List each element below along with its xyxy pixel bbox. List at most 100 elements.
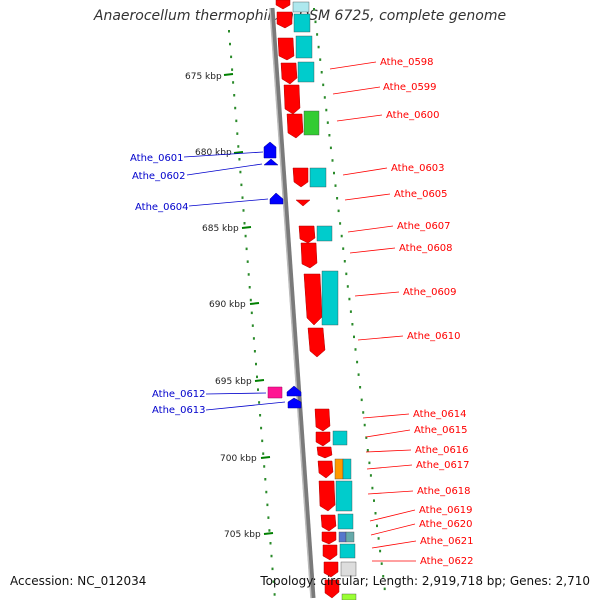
gene-arrow[interactable]	[307, 327, 326, 358]
gene-label[interactable]: Athe_0612	[152, 389, 206, 400]
gene-label[interactable]: Athe_0602	[132, 171, 186, 182]
gene-label[interactable]: Athe_0609	[403, 287, 457, 298]
gene-label[interactable]: Athe_0607	[397, 221, 451, 232]
gc-dot	[320, 71, 323, 74]
gc-dot	[337, 209, 340, 213]
cds-block[interactable]	[303, 110, 320, 136]
cds-block[interactable]	[334, 458, 344, 480]
gc-dot	[349, 310, 352, 313]
ruler-dot	[265, 490, 268, 494]
ruler-dot	[248, 286, 251, 289]
leader-line	[365, 449, 412, 453]
ruler-dot	[269, 542, 272, 545]
gene-label[interactable]: Athe_0605	[394, 189, 448, 200]
ruler-dot	[271, 567, 274, 571]
gene-label[interactable]: Athe_0616	[415, 445, 469, 456]
gene-label[interactable]: Athe_0619	[419, 505, 473, 516]
gene-arrow[interactable]	[322, 544, 338, 561]
gene-label[interactable]: Athe_0601	[130, 153, 184, 164]
ruler-dot	[237, 145, 240, 148]
cds-block[interactable]	[316, 225, 333, 242]
gene-label[interactable]: Athe_0617	[416, 460, 470, 471]
ruler-tick-label: 700 kbp	[220, 454, 257, 464]
cds-block[interactable]	[292, 1, 310, 13]
gene-label[interactable]: Athe_0610	[407, 331, 461, 342]
gene-label[interactable]: Athe_0622	[420, 556, 474, 567]
gene-arrow[interactable]	[287, 397, 302, 409]
cds-block[interactable]	[295, 35, 313, 59]
forward-labels: Athe_0598 Athe_0599 Athe_0600 Athe_0603 …	[380, 57, 474, 567]
gc-dot	[343, 260, 346, 263]
ruler-dot	[272, 580, 275, 583]
gene-arrow[interactable]	[320, 514, 337, 532]
gene-arrow[interactable]	[315, 431, 331, 447]
gene-arrow[interactable]	[318, 480, 336, 512]
genome-summary: Topology: circular; Length: 2,919,718 bp…	[260, 574, 590, 588]
ruler-dot	[259, 414, 262, 417]
gene-arrow[interactable]	[277, 37, 295, 61]
cds-block[interactable]	[321, 270, 339, 326]
gene-label[interactable]: Athe_0618	[417, 486, 471, 497]
ruler-tick-label: 695 kbp	[215, 377, 252, 387]
gene-arrow[interactable]	[317, 460, 334, 479]
gene-label[interactable]: Athe_0614	[413, 409, 467, 420]
cds-block[interactable]	[309, 167, 327, 188]
gene-arrow[interactable]	[303, 273, 323, 326]
gc-dot	[362, 411, 365, 414]
gene-arrow-0612[interactable]	[267, 386, 283, 399]
gc-dot	[373, 499, 375, 502]
gene-arrow[interactable]	[324, 579, 340, 599]
cds-block[interactable]	[332, 430, 348, 446]
cds-block[interactable]	[293, 13, 311, 33]
cds-block[interactable]	[342, 458, 352, 480]
cds-block[interactable]	[297, 61, 315, 83]
cds-block[interactable]	[335, 480, 353, 512]
gene-label[interactable]: Athe_0613	[152, 405, 206, 416]
gene-arrow[interactable]	[276, 11, 293, 29]
gene-arrow[interactable]	[286, 113, 304, 139]
gene-arrow[interactable]	[280, 62, 298, 85]
ruler-tick-label: 690 kbp	[209, 300, 246, 310]
gene-arrow[interactable]	[314, 408, 331, 432]
gc-dot	[374, 512, 377, 515]
gene-arrow[interactable]	[298, 225, 316, 244]
gene-arrow[interactable]	[269, 192, 284, 205]
ruler-dot	[273, 593, 276, 596]
cds-block[interactable]	[345, 531, 355, 543]
gene-arrow[interactable]	[316, 446, 333, 459]
gene-label[interactable]: Athe_0599	[383, 82, 437, 93]
gc-dot	[316, 33, 319, 36]
cds-block[interactable]	[341, 593, 357, 600]
accession-label: Accession: NC_012034	[10, 574, 147, 588]
gene-arrow[interactable]	[286, 385, 302, 397]
gene-label[interactable]: Athe_0608	[399, 243, 453, 254]
gene-arrow[interactable]	[263, 158, 279, 166]
gene-label[interactable]: Athe_0615	[414, 425, 468, 436]
gene-label[interactable]: Athe_0604	[135, 202, 189, 213]
gc-dot	[371, 486, 374, 490]
gene-arrow[interactable]	[323, 561, 339, 578]
ruler-dot	[230, 55, 233, 59]
gene-arrow[interactable]	[321, 531, 337, 545]
cds-block[interactable]	[337, 513, 354, 530]
gene-label[interactable]: Athe_0621	[420, 536, 474, 547]
cds-block[interactable]	[339, 543, 356, 559]
cds-block[interactable]	[338, 531, 347, 543]
gene-label[interactable]: Athe_0620	[419, 519, 473, 530]
gene-arrow[interactable]	[295, 199, 311, 207]
gene-arrow[interactable]	[263, 141, 277, 159]
gene-label[interactable]: Athe_0603	[391, 163, 445, 174]
gene-label[interactable]: Athe_0600	[386, 110, 440, 121]
gc-dot	[376, 524, 378, 528]
gene-arrow[interactable]	[292, 167, 309, 188]
cds-block[interactable]	[340, 561, 357, 577]
gene-label[interactable]: Athe_0598	[380, 57, 434, 68]
ruler-tick-mark	[263, 532, 274, 535]
gene-arrow[interactable]	[283, 84, 301, 115]
gene-arrow[interactable]	[300, 242, 318, 269]
ruler-dot	[228, 30, 230, 33]
ruler-dot	[229, 42, 231, 46]
ruler-tick-mark	[249, 302, 260, 305]
gene-arrow[interactable]	[275, 0, 291, 10]
